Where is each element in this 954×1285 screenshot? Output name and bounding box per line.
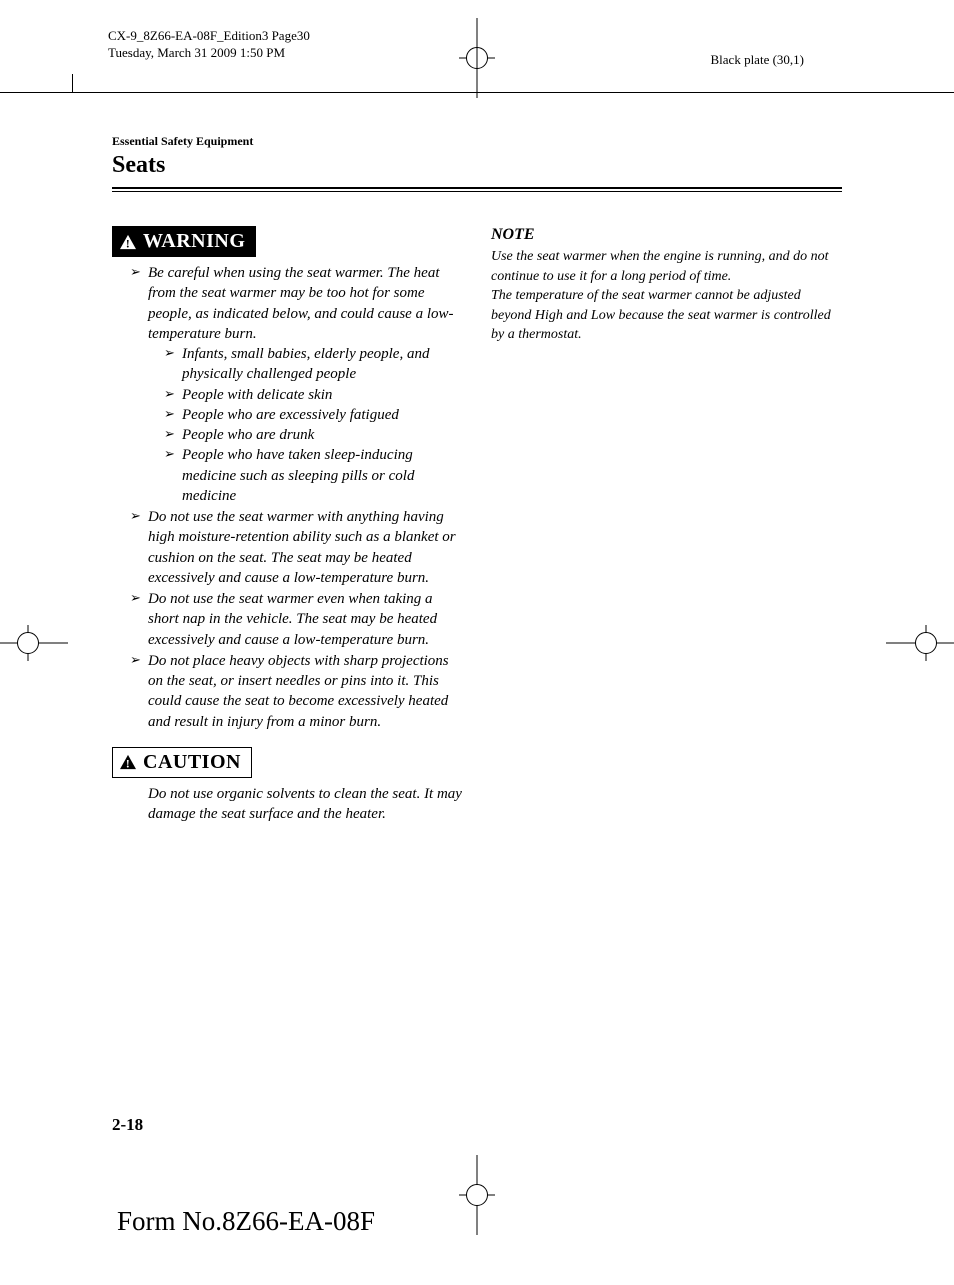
warning-subitem: People who are excessively fatigued (164, 405, 463, 425)
note-paragraph-2: The temperature of the seat warmer canno… (491, 288, 831, 342)
warning-body: Be careful when using the seat warmer. T… (112, 263, 463, 732)
warning-item-text: Be careful when using the seat warmer. T… (148, 265, 454, 342)
warning-item: Do not use the seat warmer with anything… (130, 507, 463, 588)
warning-triangle-icon: ! (119, 234, 137, 250)
print-meta-plate: Black plate (30,1) (711, 52, 805, 68)
edition-line-2: Tuesday, March 31 2009 1:50 PM (108, 45, 310, 62)
warning-subitem: Infants, small babies, elderly people, a… (164, 344, 463, 385)
warning-list: Be careful when using the seat warmer. T… (112, 263, 463, 732)
warning-item: Do not place heavy objects with sharp pr… (130, 651, 463, 732)
page-content: Essential Safety Equipment Seats ! WARNI… (72, 92, 882, 1285)
warning-item: Be careful when using the seat warmer. T… (130, 263, 463, 506)
warning-sublist: Infants, small babies, elderly people, a… (148, 344, 463, 506)
svg-text:!: ! (126, 759, 130, 771)
register-mark-right (886, 623, 954, 663)
page-number: 2-18 (112, 1115, 143, 1135)
right-column: NOTE Use the seat warmer when the engine… (491, 226, 842, 824)
svg-text:!: ! (126, 238, 130, 250)
page-header: Essential Safety Equipment Seats (72, 92, 882, 187)
chapter-label: Essential Safety Equipment (112, 134, 842, 149)
caution-triangle-icon: ! (119, 754, 137, 770)
edition-line-1: CX-9_8Z66-EA-08F_Edition3 Page30 (108, 28, 310, 45)
note-title: NOTE (491, 226, 842, 244)
content-columns: ! WARNING Be careful when using the seat… (72, 192, 882, 824)
note-paragraph-1: Use the seat warmer when the engine is r… (491, 249, 829, 284)
register-mark-top (457, 18, 497, 98)
note-body: Use the seat warmer when the engine is r… (491, 247, 842, 345)
register-mark-left (0, 623, 68, 663)
warning-subitem: People who are drunk (164, 425, 463, 445)
caution-label: CAUTION (143, 751, 241, 774)
form-number: Form No.8Z66-EA-08F (117, 1206, 375, 1237)
warning-subitem: People who have taken sleep-inducing med… (164, 445, 463, 506)
section-title: Seats (112, 152, 842, 179)
warning-badge: ! WARNING (112, 226, 256, 257)
caution-body: Do not use organic solvents to clean the… (112, 784, 463, 825)
warning-item: Do not use the seat warmer even when tak… (130, 589, 463, 650)
warning-subitem: People with delicate skin (164, 385, 463, 405)
caution-badge: ! CAUTION (112, 747, 252, 778)
warning-label: WARNING (143, 230, 245, 253)
left-column: ! WARNING Be careful when using the seat… (112, 226, 463, 824)
print-meta-left: CX-9_8Z66-EA-08F_Edition3 Page30 Tuesday… (108, 28, 310, 62)
